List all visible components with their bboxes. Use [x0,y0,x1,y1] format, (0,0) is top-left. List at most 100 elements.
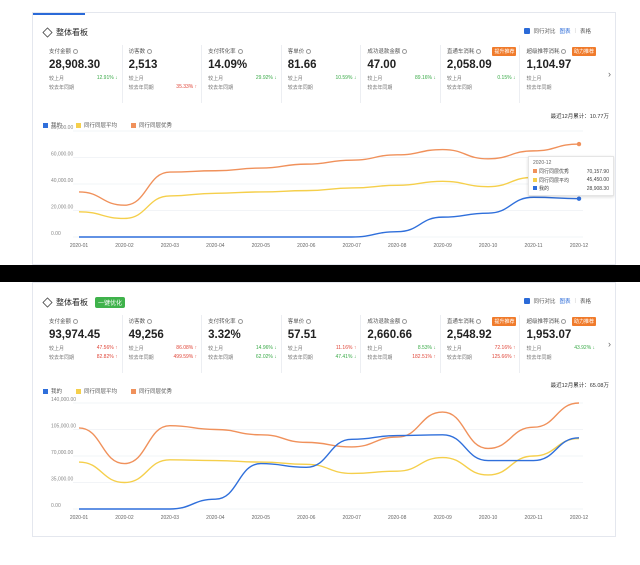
optimize-button[interactable]: 一键优化 [95,296,126,308]
help-icon[interactable] [237,48,243,54]
dashboard-panel-2: 整体看板 一键优化 同行对比 图表 | 表格 支付金额 93,974.45 较上… [32,282,616,537]
metric-card[interactable]: 支付转化率 3.32% 较上月 14.96% ↓ 较去年同期 62.02% ↓ [202,315,282,373]
chart-legend: 我的 同行同层平均 同行同层优秀 [43,121,172,129]
metric-compare-year: 较去年同期 [208,85,234,91]
compare-label[interactable]: 同行对比 [533,299,556,305]
metric-value: 3.32% [208,329,241,341]
metric-tag[interactable]: 提升推荐 [492,317,517,326]
help-icon[interactable] [476,48,482,54]
help-icon[interactable] [73,318,79,324]
metric-tag[interactable]: 提升推荐 [492,47,517,56]
metric-card[interactable]: 访客数 49,256 较上月 86.08% ↑ 较去年同期 499.59% ↑ [123,315,203,373]
chart-view-link[interactable]: 图表 [559,29,571,35]
metric-card[interactable]: 成功退款金额 2,660.66 较上月 8.53% ↓ 较去年同期 182.51% … [361,315,441,373]
metric-card[interactable]: 支付金额 93,974.45 较上月 47.56% ↑ 较去年同期 82.82% ↑ [43,315,123,373]
x-tick-label: 2020-07 [343,515,362,521]
series-line-excellent [78,402,580,465]
x-tick-label: 2020-12 [570,515,589,521]
table-view-link[interactable]: 表格 [579,29,591,35]
arrow-up-icon: ↑ [194,84,198,90]
next-arrow-icon[interactable]: › [608,339,611,349]
arrow-down-icon: ↓ [274,354,277,360]
metric-tag[interactable]: 助力推荐 [572,317,597,326]
arrow-down-icon: ↓ [433,75,436,81]
help-icon[interactable] [147,318,153,324]
compare-checkbox[interactable] [523,298,530,304]
tooltip-row: 同行同层优秀 70,157.90 [533,168,609,175]
table-view-link[interactable]: 表格 [579,299,591,305]
metric-compare-month: 较上月 29.92% ↓ [208,75,277,82]
tooltip-title: 2020-12 [533,160,552,166]
metric-compare-month: 较上月 11.16% ↑ [287,345,357,352]
line-chart: 0.00 35,000.00 70,000.00 105,000.00 140,000.… [51,397,589,521]
metric-card[interactable]: 支付转化率 14.09% 较上月 29.92% ↓ 较去年同期 [202,45,282,103]
help-icon[interactable] [476,318,482,324]
metric-card[interactable]: 提升推荐 直通车消耗 2,548.92 较上月 72.16% ↑ 较去年同期 125… [441,315,521,373]
metric-compare-month: 较上月 10.59% ↓ [287,75,357,82]
legend-item-excellent[interactable]: 同行同层优秀 [131,387,172,395]
chart-legend: 我的 同行同层平均 同行同层优秀 [43,387,172,395]
x-tick-label: 2020-03 [161,243,180,249]
help-icon[interactable] [402,48,408,54]
metrics-row: 支付金额 28,908.30 较上月 12.91% ↓ 较去年同期 访客数 2,5… [43,45,599,103]
y-tick-label: 70,000.00 [51,450,73,456]
x-tick-label: 2020-01 [70,515,89,521]
metric-card[interactable]: 支付金额 28,908.30 较上月 12.91% ↓ 较去年同期 [43,45,123,103]
metric-card[interactable]: 提升推荐 直通车消耗 2,058.09 较上月 0.15% ↓ 较去年同期 [441,45,521,103]
metric-value: 2,513 [128,59,158,71]
legend-item-avg[interactable]: 同行同层平均 [76,387,117,395]
metric-name: 超级推荐消耗 [526,317,595,325]
help-icon[interactable] [306,48,312,54]
metric-value: 47.00 [367,59,397,71]
x-tick-label: 2020-09 [433,243,452,249]
x-tick-label: 2020-09 [433,515,452,521]
metric-card[interactable]: 助力推荐 超级推荐消耗 1,104.97 较上月 较去年同期 [520,45,599,103]
metric-compare-month: 较上月 43.92% ↓ [526,345,596,352]
x-tick-label: 2020-05 [252,243,271,249]
metric-value: 57.51 [287,329,317,341]
help-icon[interactable] [73,48,79,54]
legend-item-mine[interactable]: 我的 [43,387,62,395]
help-icon[interactable] [237,318,243,324]
help-icon[interactable] [561,318,567,324]
arrow-up-icon: ↑ [194,345,198,351]
x-tick-label: 2020-02 [115,243,134,249]
line-chart: 0.00 20,000.00 40,000.00 60,000.00 80,000.00… [51,125,588,249]
metric-card[interactable]: 客单价 57.51 较上月 11.16% ↑ 较去年同期 47.41% ↓ [282,315,362,373]
arrow-down-icon: ↓ [433,345,436,351]
metric-card[interactable]: 客单价 81.66 较上月 10.59% ↓ 较去年同期 [282,45,362,103]
help-icon[interactable] [561,48,567,54]
metric-tag[interactable]: 助力推荐 [572,47,597,56]
metric-compare-year: 较去年同期 47.41% ↓ [287,354,357,361]
separator: | [574,28,576,34]
chart-view-link[interactable]: 图表 [559,299,571,305]
help-icon[interactable] [306,318,312,324]
y-tick-label: 20,000.00 [51,205,73,211]
legend-item-mine[interactable]: 我的 [43,121,62,129]
arrow-down-icon: ↓ [353,75,357,81]
next-arrow-icon[interactable]: › [608,69,611,79]
help-icon[interactable] [147,48,153,54]
y-tick-label: 105,000.00 [51,424,76,430]
chart-tooltip: 2020-12 同行同层优秀 70,157.90 同行同层平均 45,450.00 … [528,156,614,196]
metric-compare-month: 较上月 86.08% ↑ [128,345,198,352]
panel-header: 整体看板 一键优化 [42,295,126,309]
compare-checkbox[interactable] [523,28,530,34]
metric-card[interactable]: 助力推荐 超级推荐消耗 1,953.07 较上月 43.92% ↓ 较去年同期 [520,315,599,373]
metric-card[interactable]: 访客数 2,513 较上月 较去年同期 35.33% ↑ [123,45,203,103]
x-tick-label: 2020-04 [206,515,225,521]
dashboard-panel-1: 整体看板 同行对比 图表 | 表格 支付金额 28,908.30 较上月 12.9… [32,12,616,265]
view-options: 同行对比 图表 | 表格 [523,27,591,35]
metric-compare-month: 较上月 [128,76,144,82]
series-line-excellent [78,143,580,206]
compare-label[interactable]: 同行对比 [533,29,556,35]
metric-compare-year: 较去年同期 35.33% ↑ [128,84,198,91]
legend-item-avg[interactable]: 同行同层平均 [76,121,117,129]
legend-item-excellent[interactable]: 同行同层优秀 [131,121,172,129]
metric-value: 1,104.97 [526,59,572,71]
metric-card[interactable]: 成功退款金额 47.00 较上月 89.16% ↓ 较去年同期 [361,45,441,103]
metric-name: 直通车消耗 [447,317,516,325]
help-icon[interactable] [402,318,408,324]
metric-value: 2,660.66 [367,329,413,341]
series-line-mine [79,196,580,238]
